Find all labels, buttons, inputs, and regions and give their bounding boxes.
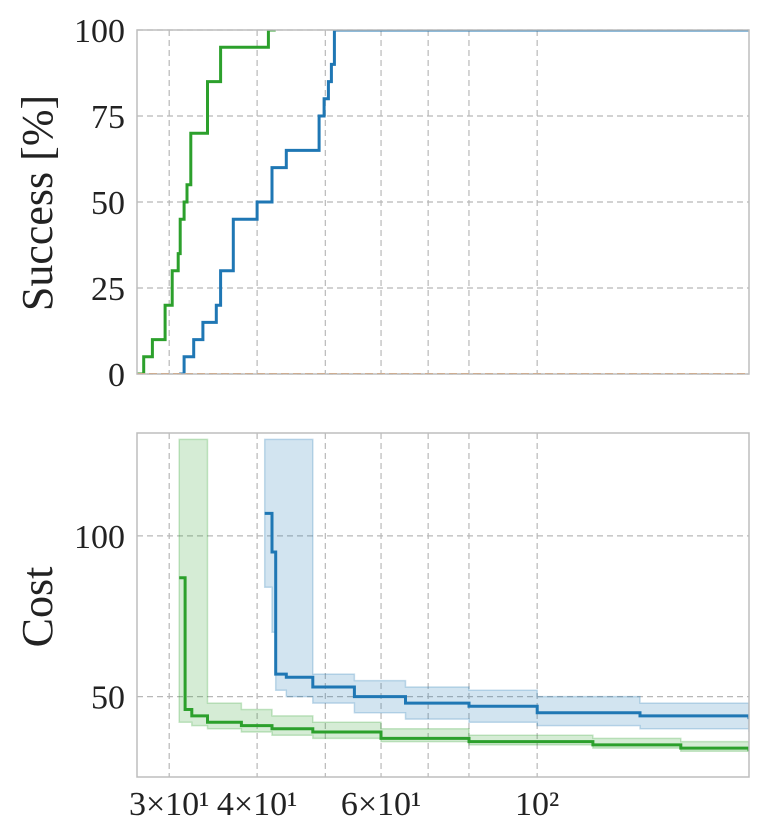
y-tick-label: 25 [91, 271, 125, 308]
series-line [179, 576, 749, 752]
y-tick-label: 0 [108, 357, 125, 394]
axes-frame [136, 432, 750, 778]
x-tick-label: 6×10¹ [341, 786, 421, 823]
series-line [264, 511, 749, 720]
x-tick-label: 3×10¹ [129, 786, 209, 823]
y-tick-label: 75 [91, 99, 125, 136]
series-line [137, 30, 276, 374]
series-line [179, 30, 749, 374]
axes-frame [136, 29, 750, 375]
x-tick-label: 4×10¹ [217, 786, 297, 823]
success-y-axis-label: Success [%] [13, 95, 62, 311]
cost-panel: 50 100 3×10¹ 4×10¹ 6×10¹ 10² [74, 432, 750, 823]
plot-area [137, 30, 749, 374]
cost-y-axis-label: Cost [13, 567, 62, 648]
confidence-band [263, 438, 749, 732]
y-tick-label: 50 [91, 680, 125, 717]
x-tick-label: 10² [515, 786, 559, 823]
y-tick-label: 50 [91, 185, 125, 222]
y-tick-label: 100 [74, 519, 125, 556]
success-panel: 0 25 50 75 100 [74, 13, 750, 394]
plot-area [178, 438, 749, 755]
y-tick-label: 100 [74, 13, 125, 50]
